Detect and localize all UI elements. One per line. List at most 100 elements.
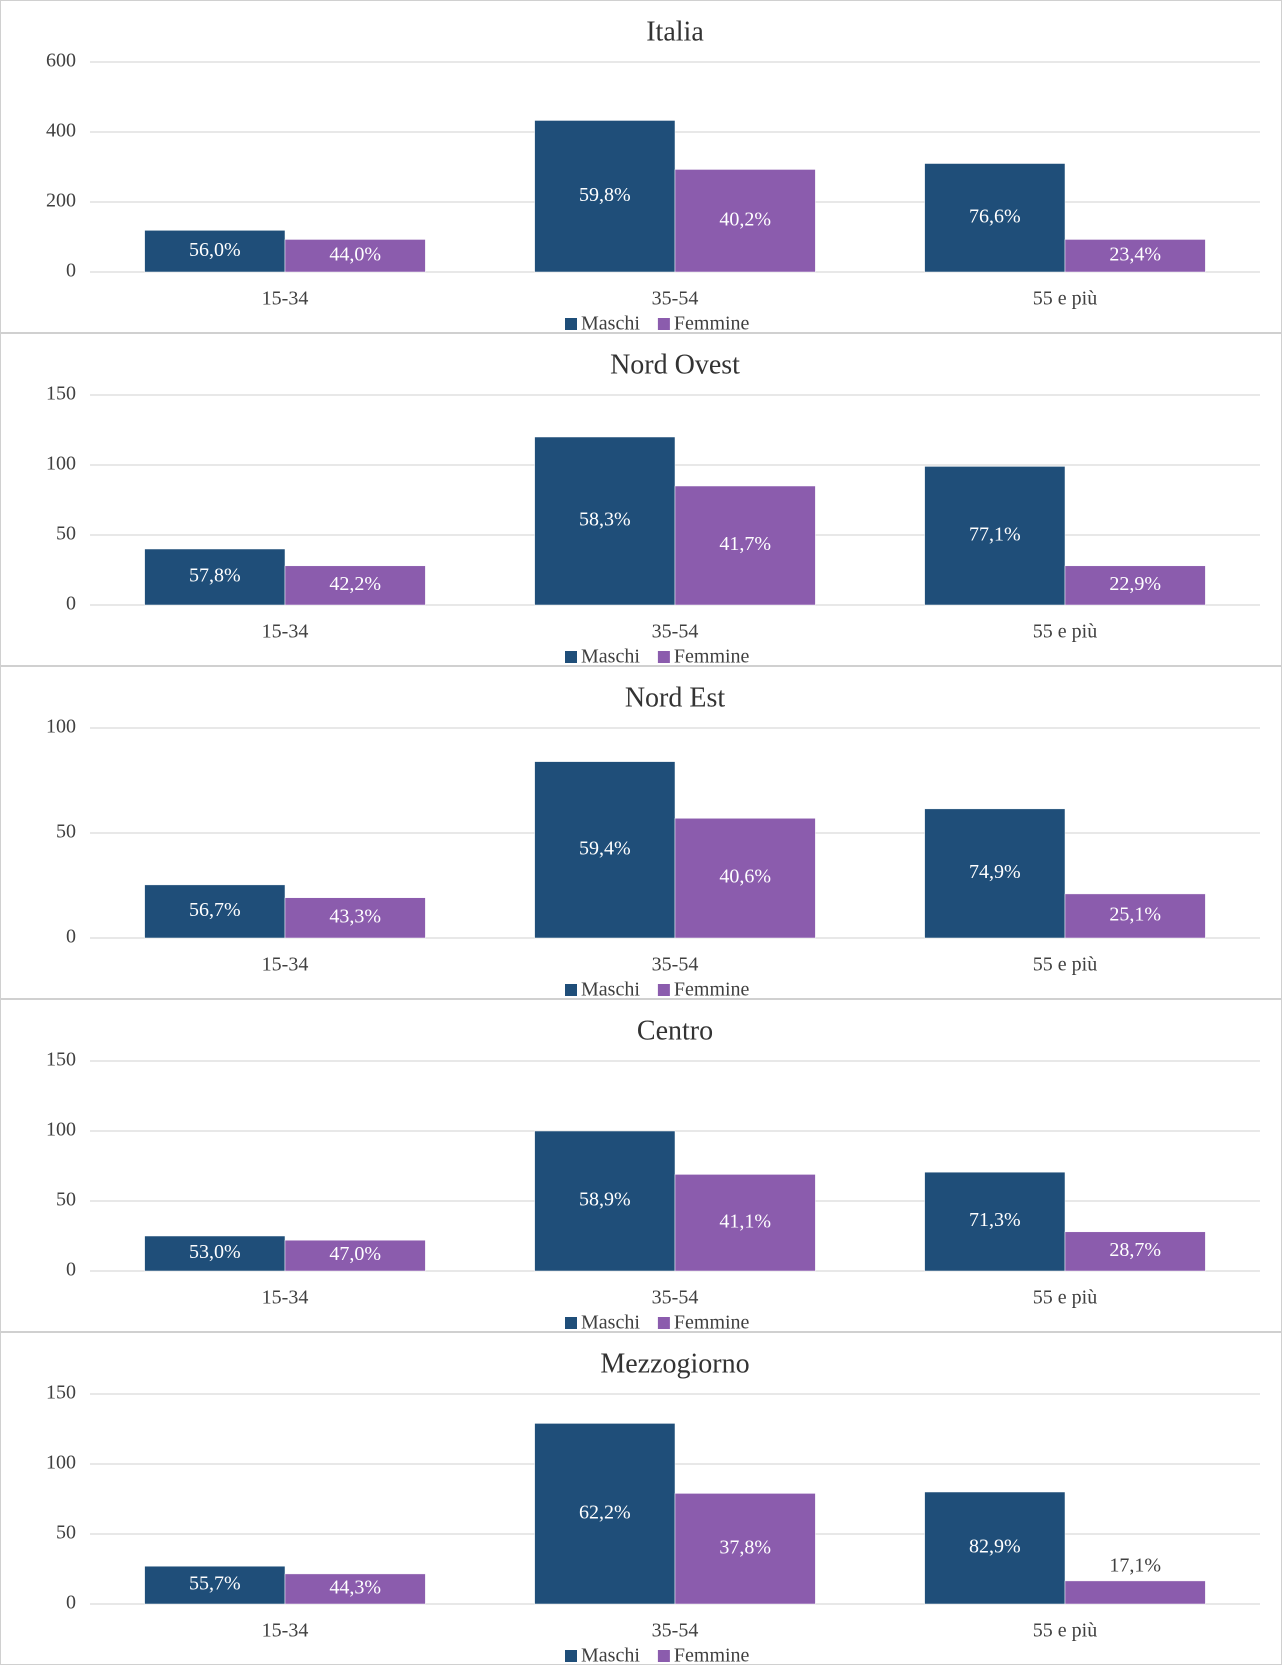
chart-title: Centro [637,1015,713,1046]
data-label: 41,1% [719,1210,771,1232]
x-tick-label: 15-34 [262,288,309,310]
bar [924,1491,1066,1605]
bar [534,436,676,606]
data-label: 55,7% [189,1573,241,1595]
data-label: 53,0% [189,1241,241,1263]
x-tick-label: 55 e più [1033,288,1097,310]
bar [144,884,286,939]
bar [674,1174,816,1272]
legend-swatch [565,651,577,663]
bar [924,1171,1066,1272]
y-tick-label: 50 [56,1522,76,1544]
y-tick-label: 100 [46,453,76,475]
data-label: 58,3% [579,509,631,531]
x-tick-label: 15-34 [262,621,309,643]
data-label: 59,8% [579,184,631,206]
legend-swatch [565,318,577,330]
x-tick-label: 35-54 [652,621,699,643]
bar [924,808,1066,939]
legend-label: Femmine [674,646,750,668]
x-tick-label: 55 e più [1033,621,1097,643]
x-tick-label: 55 e più [1033,954,1097,976]
bar [674,1493,816,1605]
bar [144,1565,286,1605]
bar [144,548,286,606]
y-tick-label: 100 [46,1452,76,1474]
legend-label: Femmine [674,313,750,335]
legend-swatch [565,984,577,996]
data-label: 71,3% [969,1209,1021,1231]
bar [674,169,816,273]
bar [284,239,426,273]
y-tick-label: 600 [46,50,76,72]
bar [924,466,1066,606]
x-tick-label: 15-34 [262,954,309,976]
chart-panel: Mezzogiorno 0 50 100 150 15-34 55,7% 44,3% 35-54… [0,1332,1282,1665]
y-tick-label: 400 [46,120,76,142]
legend-label: Femmine [674,979,750,1001]
x-tick-label: 35-54 [652,1620,699,1642]
data-label: 76,6% [969,205,1021,227]
legend-swatch [657,1650,670,1662]
bar [674,818,816,939]
bar [534,120,676,273]
data-label: 44,3% [329,1577,381,1599]
bar [284,565,426,606]
data-label: 40,2% [719,208,771,230]
legend-swatch [565,1650,577,1662]
data-label: 57,8% [189,565,241,587]
chart-title: Nord Ovest [610,349,740,380]
bar [144,230,286,273]
bar [1064,1580,1206,1605]
y-tick-label: 100 [46,1119,76,1141]
data-label: 43,3% [329,905,381,927]
chart-title: Italia [646,16,704,47]
data-label: 59,4% [579,837,631,859]
data-label: 23,4% [1109,243,1161,265]
x-tick-label: 35-54 [652,1287,699,1309]
data-label: 77,1% [969,523,1021,545]
y-tick-label: 100 [46,716,76,738]
x-tick-label: 55 e più [1033,1287,1097,1309]
y-tick-label: 0 [66,260,76,282]
y-tick-label: 150 [46,383,76,405]
legend-label: Maschi [581,1645,640,1665]
legend-label: Femmine [674,1312,750,1334]
chart-panel: Centro 0 50 100 150 15-34 53,0% 47,0% 35-54 58,9%… [0,999,1282,1334]
x-tick-label: 15-34 [262,1620,309,1642]
bar [1064,1231,1206,1272]
y-tick-label: 0 [66,1259,76,1281]
data-label: 25,1% [1109,904,1161,926]
data-label: 56,7% [189,899,241,921]
data-label: 58,9% [579,1189,631,1211]
legend-label: Maschi [581,646,640,668]
y-tick-label: 150 [46,1382,76,1404]
bar [1064,893,1206,939]
y-tick-label: 50 [56,1189,76,1211]
chart-panel: Nord Ovest 0 50 100 150 15-34 57,8% 42,2% 35-54 5… [0,333,1282,668]
legend-label: Femmine [674,1645,750,1665]
data-label: 44,0% [329,243,381,265]
data-label: 42,2% [329,573,381,595]
bar [534,1423,676,1605]
x-tick-label: 55 e più [1033,1620,1097,1642]
legend-label: Maschi [581,313,640,335]
legend-swatch [657,318,670,330]
data-label: 22,9% [1109,573,1161,595]
data-label: 74,9% [969,861,1021,883]
bar [534,1130,676,1272]
x-tick-label: 35-54 [652,954,699,976]
legend-label: Maschi [581,1312,640,1334]
y-tick-label: 0 [66,593,76,615]
data-label: 37,8% [719,1536,771,1558]
bar [924,163,1066,273]
x-tick-label: 35-54 [652,288,699,310]
y-tick-label: 0 [66,1592,76,1614]
data-label: 47,0% [329,1243,381,1265]
bar [534,761,676,939]
y-tick-label: 150 [46,1049,76,1071]
chart-title: Mezzogiorno [600,1348,749,1379]
legend-swatch [565,1317,577,1329]
data-label: 28,7% [1109,1239,1161,1261]
